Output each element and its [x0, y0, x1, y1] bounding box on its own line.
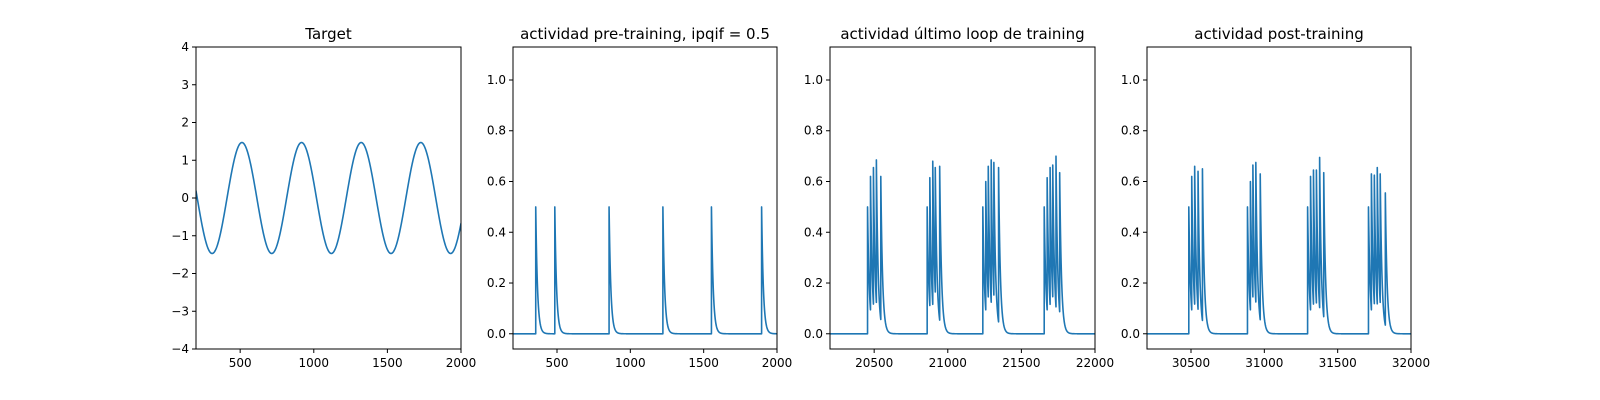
y-tick-label: 1	[181, 153, 189, 167]
subplot-last-training-loop: actividad último loop de training 20500 2…	[804, 25, 1114, 370]
y-tick-label: −2	[171, 267, 189, 281]
subplot-post-training: actividad post-training 30500 31000 31500 3…	[1121, 25, 1430, 370]
y-tick-label: 0.2	[804, 276, 823, 290]
x-tick-label: 30500	[1172, 356, 1210, 370]
y-tick-label: 0.4	[1121, 225, 1140, 239]
y-tick-label: 0.2	[1121, 276, 1140, 290]
y-tick-label: 4	[181, 40, 189, 54]
x-tick-label: 22000	[1076, 356, 1114, 370]
y-tick-label: 1.0	[804, 73, 823, 87]
series-line	[513, 206, 777, 335]
x-tick-label: 500	[229, 356, 252, 370]
y-tick-label: 1.0	[1121, 73, 1140, 87]
x-tick-label: 21000	[929, 356, 967, 370]
x-tick-label: 31000	[1245, 356, 1283, 370]
y-tick-label: 0.6	[487, 175, 506, 189]
series-line	[196, 141, 461, 255]
y-tick-label: 0.8	[1121, 124, 1140, 138]
x-tick-label: 1000	[615, 356, 646, 370]
x-tick-label: 20500	[855, 356, 893, 370]
x-tick-label: 21500	[1002, 356, 1040, 370]
subplot-target: Target 500 1000 1500 2000 −4 −3 −2 −1 0 1 2 3 4	[171, 25, 476, 370]
y-tick-label: −4	[171, 342, 189, 356]
x-tick-label: 1000	[299, 356, 330, 370]
y-tick-label: 0.0	[487, 327, 506, 341]
y-tick-label: 0.8	[487, 124, 506, 138]
x-tick-label: 1500	[688, 356, 719, 370]
subplot-title: Target	[304, 25, 352, 43]
axes-frame	[195, 46, 462, 350]
x-tick-label: 500	[546, 356, 569, 370]
subplot-pre-training: actividad pre-training, ipqif = 0.5 500 1…	[487, 25, 792, 370]
y-tick-label: −3	[171, 304, 189, 318]
axes-frame	[829, 46, 1096, 350]
y-tick-label: 0.6	[1121, 175, 1140, 189]
axes-frame	[1146, 46, 1412, 350]
y-tick-label: 0.0	[804, 327, 823, 341]
series-line	[1147, 156, 1411, 335]
y-tick-label: −1	[171, 229, 189, 243]
y-tick-label: 0.0	[1121, 327, 1140, 341]
y-tick-label: 0.4	[804, 225, 823, 239]
y-tick-label: 0	[181, 191, 189, 205]
x-tick-label: 2000	[762, 356, 793, 370]
y-tick-label: 0.2	[487, 276, 506, 290]
y-tick-label: 0.4	[487, 225, 506, 239]
subplot-title: actividad pre-training, ipqif = 0.5	[520, 25, 770, 43]
y-tick-label: 1.0	[487, 73, 506, 87]
x-tick-label: 32000	[1392, 356, 1430, 370]
subplot-title: actividad post-training	[1194, 25, 1363, 43]
axes-frame	[512, 46, 778, 350]
x-tick-label: 1500	[372, 356, 403, 370]
y-tick-label: 2	[181, 116, 189, 130]
x-tick-label: 31500	[1319, 356, 1357, 370]
y-tick-label: 0.8	[804, 124, 823, 138]
y-tick-label: 3	[181, 78, 189, 92]
series-line	[830, 155, 1095, 335]
x-tick-label: 2000	[446, 356, 477, 370]
y-tick-label: 0.6	[804, 175, 823, 189]
subplot-title: actividad último loop de training	[840, 25, 1084, 43]
